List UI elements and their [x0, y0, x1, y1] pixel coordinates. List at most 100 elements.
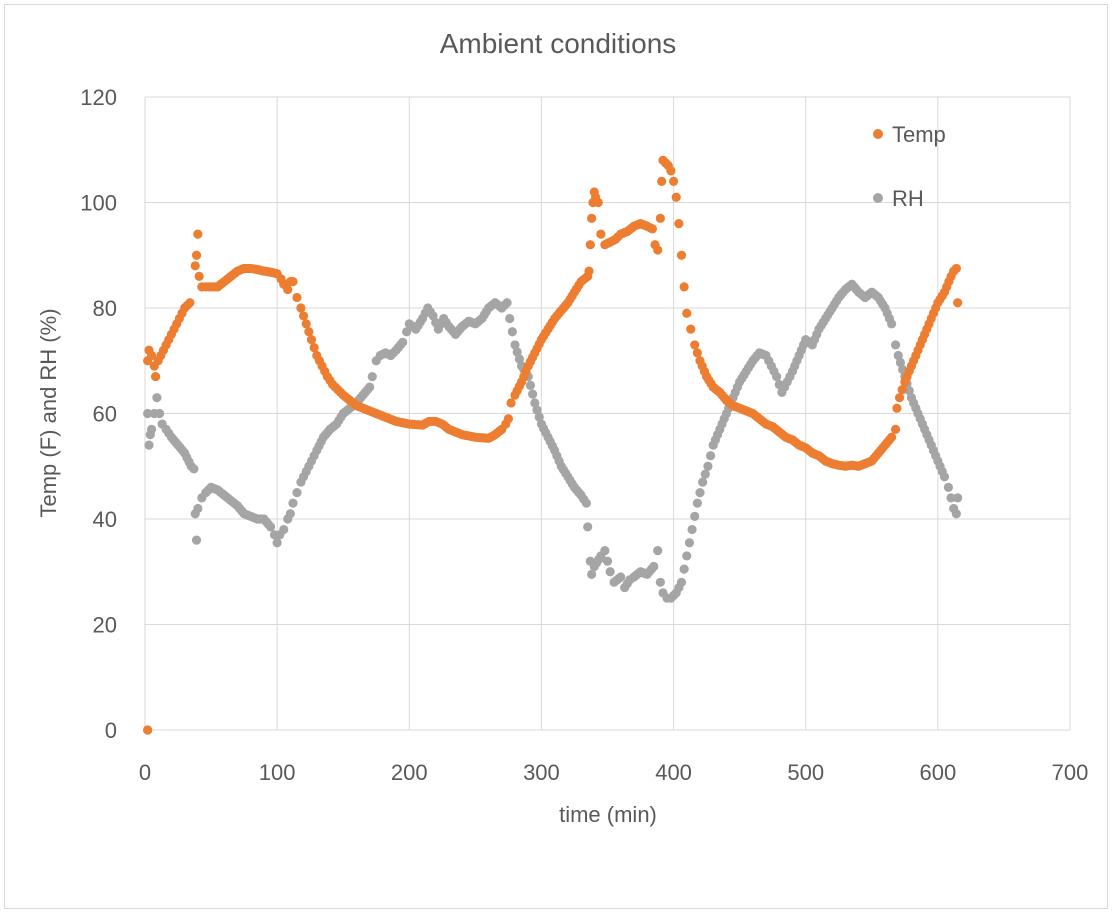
data-point — [593, 197, 603, 208]
data-point — [185, 298, 195, 308]
data-point — [649, 561, 659, 572]
data-point — [581, 498, 591, 508]
data-point — [951, 263, 961, 274]
data-point — [191, 535, 202, 545]
data-point — [676, 577, 687, 587]
data-point — [584, 266, 594, 276]
data-point — [309, 342, 319, 353]
data-point — [668, 176, 679, 186]
data-point — [655, 213, 665, 223]
data-point — [690, 340, 700, 350]
data-point — [893, 350, 903, 361]
data-point — [528, 389, 538, 399]
data-point — [510, 340, 520, 350]
data-point — [953, 493, 963, 503]
data-point — [144, 440, 154, 450]
data-point — [503, 414, 513, 424]
data-point — [288, 277, 298, 287]
data-point — [298, 311, 309, 321]
data-point — [583, 522, 593, 532]
x-tick-label: 300 — [523, 760, 560, 785]
y-tick-label: 40 — [93, 507, 117, 532]
data-point — [296, 303, 306, 313]
x-tick-label: 600 — [919, 760, 956, 785]
data-point — [695, 488, 705, 498]
data-point — [679, 282, 689, 292]
data-point — [152, 393, 162, 403]
data-point — [657, 176, 667, 186]
data-point — [143, 408, 153, 419]
data-point — [666, 166, 676, 176]
data-point — [532, 405, 542, 415]
data-point — [895, 357, 906, 368]
data-point — [887, 432, 897, 442]
x-tick-label: 100 — [259, 760, 296, 785]
data-point — [946, 493, 956, 503]
legend-marker-temp — [873, 129, 883, 139]
data-point — [272, 538, 282, 548]
data-point — [951, 509, 961, 519]
data-point — [690, 511, 700, 521]
data-point — [894, 393, 905, 403]
x-axis-label: time (min) — [559, 802, 657, 827]
chart-title: Ambient conditions — [440, 28, 677, 59]
y-tick-label: 100 — [80, 191, 117, 216]
data-point — [525, 380, 536, 390]
data-point — [585, 240, 595, 250]
data-point — [191, 250, 202, 260]
x-tick-label: 400 — [655, 760, 692, 785]
data-point — [587, 213, 597, 223]
data-point — [147, 350, 157, 361]
data-point — [292, 488, 302, 498]
data-point — [671, 192, 681, 202]
x-tick-label: 0 — [139, 760, 151, 785]
data-point — [190, 261, 200, 271]
data-point — [587, 569, 597, 579]
data-point — [285, 509, 295, 519]
data-point — [506, 398, 516, 408]
data-point — [682, 308, 692, 318]
data-point — [676, 250, 687, 260]
data-point — [647, 224, 658, 234]
data-point — [684, 538, 695, 548]
axis-ticks: 0 20 40 60 80 100 120 0 100 200 300 400 500 600 700 — [80, 85, 1088, 785]
y-tick-label: 0 — [105, 718, 117, 743]
series-rh — [143, 279, 963, 735]
series-temp — [143, 155, 963, 735]
data-point — [686, 324, 696, 334]
data-point — [150, 371, 161, 382]
y-tick-label: 80 — [93, 296, 117, 321]
data-point — [692, 348, 702, 358]
data-point — [306, 335, 317, 345]
data-point — [288, 498, 298, 508]
data-point — [505, 313, 515, 324]
data-point — [692, 498, 702, 508]
data-point — [279, 524, 289, 535]
data-point — [402, 327, 412, 337]
data-point — [687, 524, 697, 535]
y-tick-label: 20 — [93, 613, 117, 638]
data-point — [890, 424, 901, 434]
data-point — [674, 219, 684, 229]
data-point — [398, 337, 408, 347]
data-point — [534, 412, 544, 422]
data-point — [512, 347, 522, 357]
data-point — [304, 327, 314, 337]
data-point — [653, 546, 663, 556]
gridlines — [144, 96, 1071, 731]
legend-label-temp: Temp — [892, 122, 946, 147]
data-point — [897, 385, 907, 395]
data-point — [653, 245, 663, 255]
data-point — [953, 298, 963, 308]
data-point — [904, 386, 914, 396]
data-point — [605, 567, 615, 577]
y-axis-label: Temp (F) and RH (%) — [36, 308, 61, 517]
data-point — [154, 408, 165, 419]
data-point — [890, 340, 901, 350]
data-point — [367, 371, 377, 382]
data-point — [507, 327, 517, 337]
x-tick-label: 700 — [1052, 760, 1089, 785]
data-point — [301, 319, 311, 329]
data-point — [698, 477, 708, 487]
data-point — [514, 354, 525, 364]
